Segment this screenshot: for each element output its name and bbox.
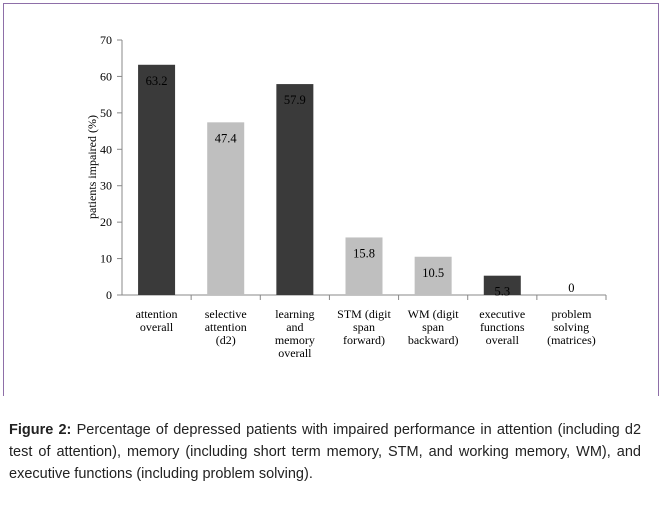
bar <box>207 122 245 295</box>
y-tick-label: 70 <box>100 33 112 47</box>
figure-frame <box>3 3 659 396</box>
y-tick-label: 0 <box>106 288 112 302</box>
value-label: 63.2 <box>146 74 168 88</box>
value-label: 10.5 <box>422 266 444 280</box>
value-label: 47.4 <box>215 131 238 145</box>
bar <box>414 256 452 295</box>
caption-text: Percentage of depressed patients with im… <box>9 422 642 482</box>
value-label: 57.9 <box>284 93 306 107</box>
x-tick-label: WM (digit span backward) <box>408 307 460 347</box>
value-label: 15.8 <box>353 246 375 260</box>
bar <box>276 84 314 295</box>
x-tick-label: learning and memory overall <box>275 307 315 360</box>
bar <box>483 275 521 295</box>
x-tick-label: attention overall <box>136 307 178 334</box>
y-axis-label: patients impaired (%) <box>85 115 99 219</box>
y-tick-label: 50 <box>100 106 112 120</box>
x-tick-label: STM (digit span forward) <box>337 307 391 347</box>
y-tick-label: 10 <box>100 252 112 266</box>
chart: patients impaired (%) 0 10 20 30 40 50 60 70 att… <box>85 33 607 360</box>
bar <box>138 64 176 296</box>
x-tick-label: problem solving (matrices) <box>547 307 596 347</box>
value-label: 0 <box>568 281 574 295</box>
value-label: 5.3 <box>494 285 510 299</box>
x-tick-label: selective attention (d2) <box>205 307 247 347</box>
y-tick-label: 60 <box>100 69 112 83</box>
caption: Figure 2: Percentage of depressed patien… <box>9 419 641 485</box>
bar <box>345 237 383 295</box>
y-tick-label: 30 <box>100 179 112 193</box>
x-tick-label: executive functions overall <box>479 307 525 347</box>
y-tick-label: 40 <box>100 142 112 156</box>
caption-label: Figure 2: <box>9 422 72 438</box>
y-tick-label: 20 <box>100 215 112 229</box>
